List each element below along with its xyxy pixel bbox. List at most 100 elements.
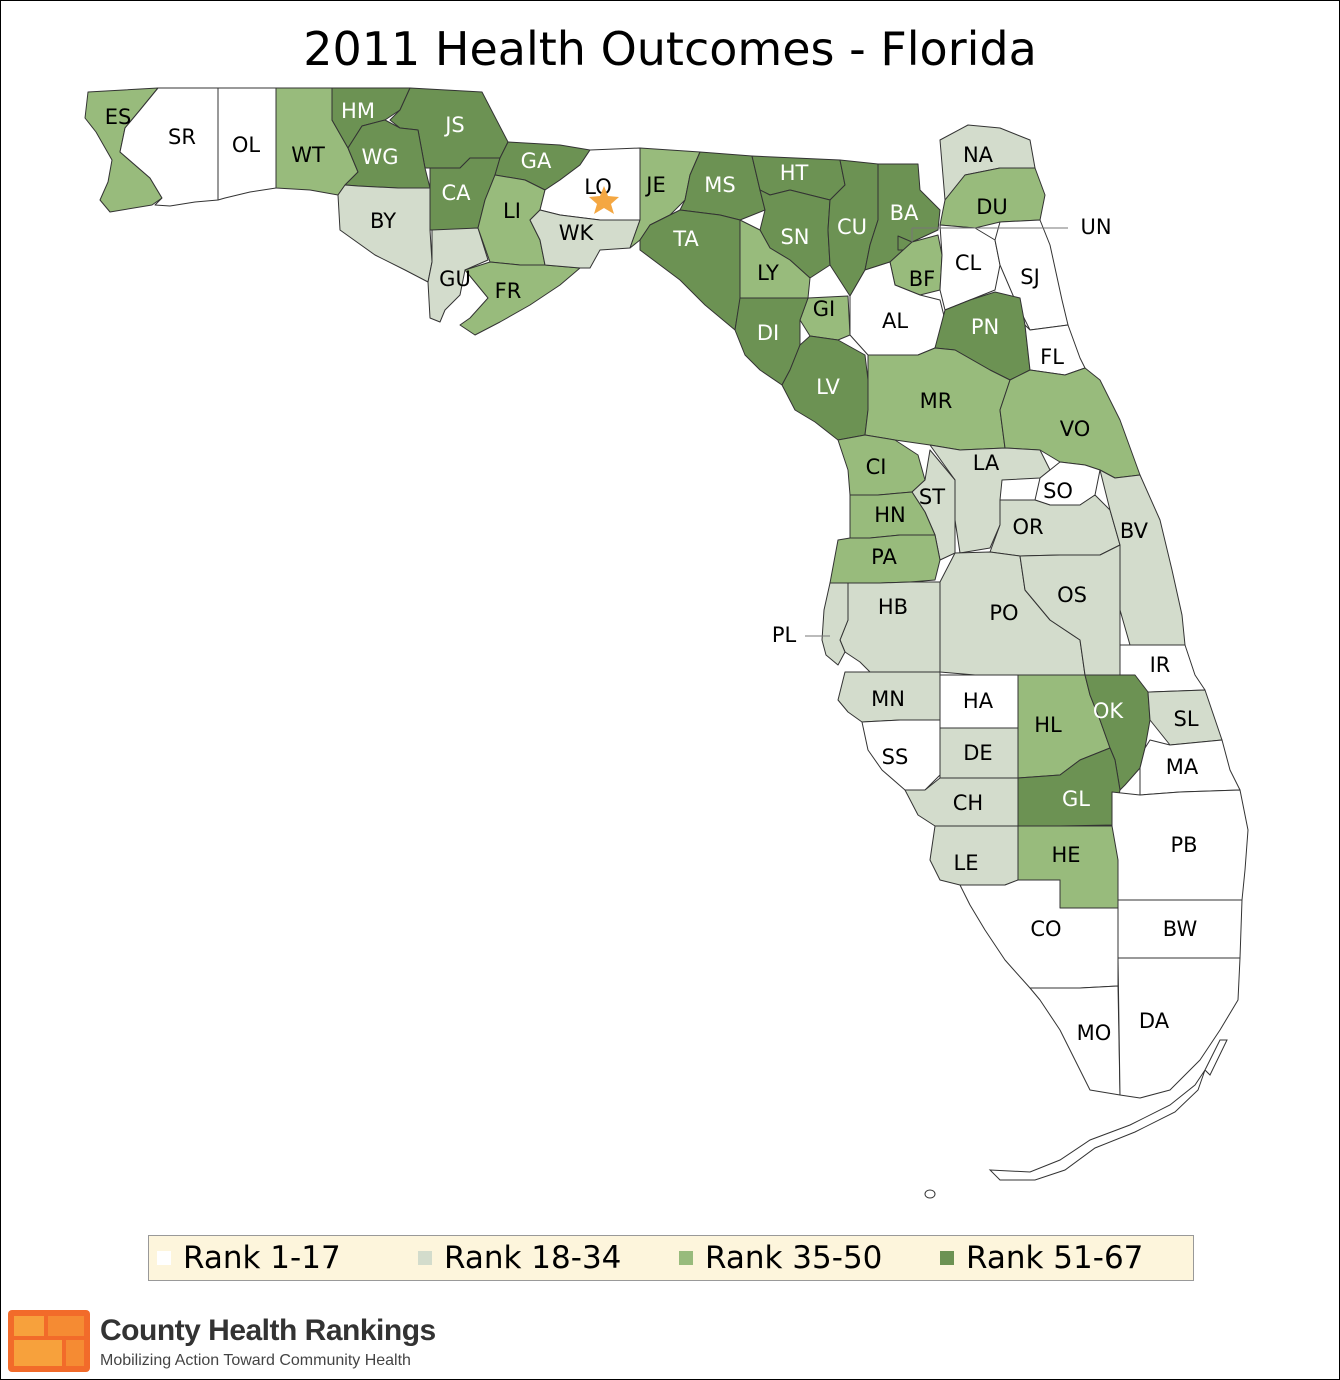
county-label-fl: FL (1040, 345, 1064, 369)
legend-item-rank-18-34: Rank 18-34 (410, 1240, 671, 1276)
county-label-wt: WT (291, 143, 325, 167)
county-label-na: NA (963, 143, 994, 167)
county-label-ms: MS (704, 173, 735, 197)
county-ok (1084, 674, 1151, 791)
county-label-di: DI (757, 321, 779, 345)
county-health-rankings-logo (8, 1310, 90, 1372)
county-label-je: JE (644, 173, 665, 197)
county-wg (344, 119, 431, 189)
county-label-cu: CU (837, 215, 867, 239)
map-title: 2011 Health Outcomes - Florida (303, 22, 1037, 76)
county-label-ma: MA (1166, 755, 1199, 779)
county-label-bw: BW (1163, 917, 1198, 941)
county-label-he: HE (1051, 843, 1080, 867)
county-label-ht: HT (780, 161, 809, 185)
county-da (1117, 957, 1241, 1099)
county-mo (1029, 985, 1121, 1096)
county-label-de: DE (963, 741, 992, 765)
county-label-wk: WK (559, 221, 595, 245)
county-label-vo: VO (1060, 417, 1091, 441)
county-label-du: DU (976, 195, 1008, 219)
county-label-ba: BA (890, 201, 919, 225)
county-label-cl: CL (955, 251, 982, 275)
legend-label: Rank 1-17 (183, 1240, 341, 1276)
county-label-bf: BF (909, 267, 936, 291)
county-label-ol: OL (232, 133, 261, 157)
county-label-po: PO (989, 601, 1018, 625)
legend-swatch (418, 1251, 432, 1265)
county-label-ok: OK (1093, 699, 1125, 723)
county-gu (427, 227, 489, 323)
county-pl (821, 582, 849, 666)
county-label-ly: LY (757, 261, 779, 285)
map-legend: Rank 1-17 Rank 18-34 Rank 35-50 Rank 51-… (148, 1235, 1194, 1281)
county-label-al: AL (882, 309, 908, 333)
county-label-pn: PN (971, 315, 999, 339)
keys-shape (1204, 1039, 1228, 1076)
legend-item-rank-1-17: Rank 1-17 (149, 1240, 410, 1276)
county-label-gi: GI (813, 297, 835, 321)
county-label-co: CO (1030, 917, 1061, 941)
island-shape (924, 1189, 936, 1199)
legend-item-rank-51-67: Rank 51-67 (932, 1240, 1193, 1276)
county-ma (1139, 739, 1241, 796)
county-label-ss: SS (882, 745, 909, 769)
county-label-hb: HB (878, 595, 908, 619)
star-icon (589, 186, 619, 214)
county-label-ch: CH (953, 791, 983, 815)
county-label-wg: WG (361, 145, 398, 169)
county-label-sr: SR (168, 125, 196, 149)
county-label-ir: IR (1150, 653, 1171, 677)
county-label-es: ES (105, 105, 132, 129)
county-label-da: DA (1139, 1009, 1170, 1033)
county-label-so: SO (1043, 479, 1073, 503)
county-label-li: LI (503, 199, 521, 223)
county-label-pl: PL (772, 623, 797, 647)
county-label-mn: MN (871, 687, 905, 711)
county-label-ha: HA (963, 689, 994, 713)
legend-swatch (940, 1251, 954, 1265)
legend-swatch (157, 1251, 171, 1265)
legend-swatch (679, 1251, 693, 1265)
county-label-or: OR (1012, 515, 1043, 539)
county-by (337, 184, 433, 283)
legend-label: Rank 35-50 (705, 1240, 883, 1276)
county-la (929, 444, 1051, 554)
county-label-hm: HM (341, 99, 375, 123)
county-label-le: LE (954, 851, 979, 875)
county-label-fr: FR (495, 279, 522, 303)
county-label-sj: SJ (1020, 265, 1040, 289)
county-label-pa: PA (871, 545, 897, 569)
county-label-ga: GA (521, 149, 552, 173)
county-label-mo: MO (1077, 1021, 1112, 1045)
keys-shape (988, 1069, 1206, 1181)
brand-name: County Health Rankings (100, 1314, 436, 1347)
county-cl (939, 224, 1001, 311)
county-label-js: JS (443, 113, 465, 137)
county-label-sl: SL (1173, 707, 1198, 731)
county-label-ca: CA (441, 181, 471, 205)
county-label-by: BY (370, 209, 396, 233)
county-label-gu: GU (439, 267, 471, 291)
county-label-gl: GL (1062, 787, 1090, 811)
county-label-la: LA (973, 451, 1000, 475)
legend-item-rank-35-50: Rank 35-50 (671, 1240, 932, 1276)
legend-label: Rank 18-34 (444, 1240, 622, 1276)
county-bv (1099, 469, 1186, 646)
county-label-hn: HN (874, 503, 906, 527)
county-wk (529, 209, 641, 269)
county-label-os: OS (1057, 583, 1087, 607)
county-label-mr: MR (920, 389, 953, 413)
legend-label: Rank 51-67 (966, 1240, 1144, 1276)
county-ch (904, 777, 1019, 827)
county-label-ci: CI (866, 455, 887, 479)
county-ly (739, 219, 811, 299)
county-label-lv: LV (816, 375, 840, 399)
county-label-st: ST (919, 485, 945, 509)
brand-tagline: Mobilizing Action Toward Community Healt… (100, 1352, 411, 1369)
county-label-ta: TA (672, 227, 699, 251)
county-label-sn: SN (780, 225, 809, 249)
county-label-un: UN (1080, 215, 1111, 239)
county-sj (994, 219, 1069, 331)
